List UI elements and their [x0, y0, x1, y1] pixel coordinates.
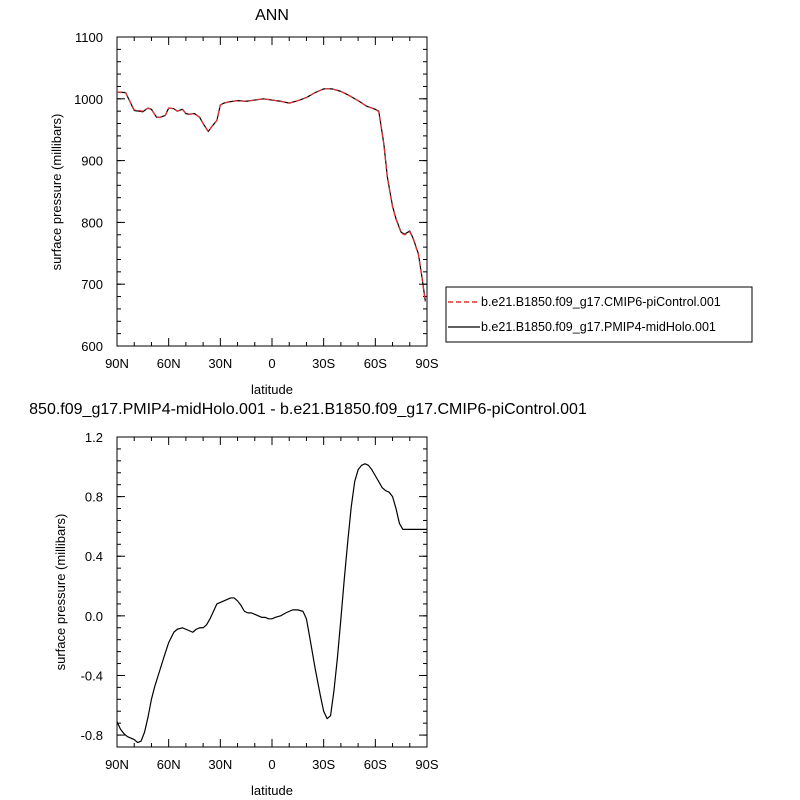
top-x-tick-label: 60S	[364, 356, 387, 371]
legend-label-picontrol: b.e21.B1850.f09_g17.CMIP6-piControl.001	[481, 295, 721, 309]
top-x-tick-label: 90S	[415, 356, 438, 371]
bottom-y-axis-title: surface pressure (millibars)	[53, 514, 68, 671]
top-x-tick-label: 0	[268, 356, 275, 371]
legend-label-midholo: b.e21.B1850.f09_g17.PMIP4-midHolo.001	[481, 320, 716, 334]
top-y-tick-label: 900	[81, 154, 103, 169]
legend-box	[445, 286, 753, 343]
bottom-y-tick-label: -0.8	[81, 728, 103, 743]
bottom-axes: 90N 60N 30N 0 30S 60S 90S -0.8 -0.4 0.0 0.4 0.8 1.2	[81, 430, 439, 772]
bottom-panel: 850.f09_g17.PMIP4-midHolo.001 - b.e21.B1…	[29, 401, 587, 798]
top-series-line-midholo	[116, 88, 426, 301]
bottom-x-tick-label: 60S	[364, 757, 387, 772]
bottom-x-tick-label: 0	[268, 757, 275, 772]
bottom-x-tick-label: 60N	[157, 757, 181, 772]
top-x-tick-label: 60N	[157, 356, 181, 371]
bottom-x-tick-label: 30N	[208, 757, 232, 772]
top-y-tick-label: 800	[81, 215, 103, 230]
bottom-x-axis-title: latitude	[251, 783, 293, 798]
bottom-y-tick-label: 0.4	[85, 549, 103, 564]
top-y-axis-title: surface pressure (millibars)	[49, 114, 64, 271]
bottom-x-tick-label: 90S	[415, 757, 438, 772]
bottom-series-lines	[116, 463, 427, 744]
top-series-lines	[116, 88, 426, 302]
top-plot-title: ANN	[255, 7, 289, 24]
top-plot-frame	[116, 36, 428, 347]
top-axes: 90N 60N 30N 0 30S 60S 90S 600 700 800 900 1000 1100	[74, 30, 439, 371]
bottom-x-tick-label: 30S	[312, 757, 335, 772]
top-y-tick-label: 1000	[74, 92, 103, 107]
bottom-y-tick-label: 0.8	[85, 490, 103, 505]
top-y-tick-label: 700	[81, 277, 103, 292]
top-x-tick-label: 90N	[105, 356, 129, 371]
top-x-axis-title: latitude	[251, 382, 293, 397]
top-series-line-picontrol	[116, 88, 426, 302]
bottom-y-tick-label: 1.2	[85, 430, 103, 445]
bottom-y-tick-label: 0.0	[85, 609, 103, 624]
bottom-y-tick-label: -0.4	[81, 668, 103, 683]
top-y-tick-label: 600	[81, 339, 103, 354]
top-y-tick-label: 1100	[75, 30, 103, 45]
top-x-tick-label: 30N	[208, 356, 232, 371]
legend: b.e21.B1850.f09_g17.CMIP6-piControl.001 …	[445, 286, 753, 343]
bottom-series-line-difference	[116, 463, 427, 744]
bottom-plot-title: 850.f09_g17.PMIP4-midHolo.001 - b.e21.B1…	[29, 401, 587, 418]
top-panel: ANN 90N 60N 30N 0 30S 60S 90S 600 700 800 900 1000 1…	[49, 7, 439, 397]
top-x-tick-label: 30S	[312, 356, 335, 371]
bottom-x-tick-label: 90N	[105, 757, 129, 772]
